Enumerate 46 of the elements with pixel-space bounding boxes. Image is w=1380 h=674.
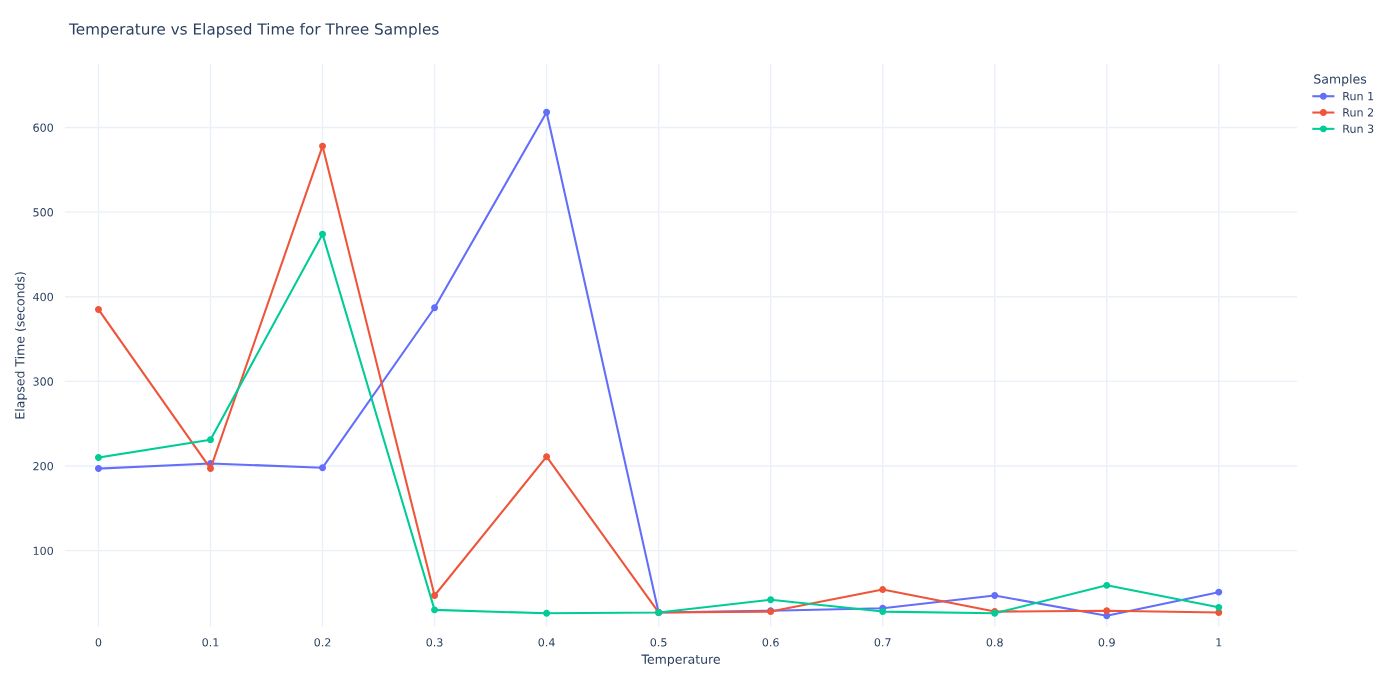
y-tick-label: 400: [33, 292, 54, 302]
x-tick-label: 0.3: [426, 638, 443, 647]
point: [1215, 588, 1223, 596]
x-tick-label: 1: [1216, 638, 1222, 647]
x-tick-label: 0: [95, 638, 102, 647]
y-tick-label: 600: [33, 123, 54, 132]
x-tick-label: 0.7: [874, 638, 891, 647]
legend-label: Run 3: [1343, 124, 1374, 133]
point: [543, 108, 551, 116]
point: [879, 586, 887, 594]
point: [991, 592, 999, 599]
point: [1215, 603, 1223, 611]
point: [431, 592, 439, 599]
x-tick-label: 0.1: [202, 638, 219, 647]
x-tick-label: 0.5: [650, 638, 667, 647]
point: [1103, 607, 1111, 615]
point: [319, 142, 327, 150]
point: [431, 304, 439, 312]
point: [1103, 581, 1111, 589]
legend-label: Run 1: [1343, 92, 1374, 101]
point: [94, 454, 102, 462]
y-tick-label: 100: [33, 546, 54, 556]
x-axis-title: Temperature: [641, 654, 720, 667]
point: [431, 606, 439, 614]
point: [319, 230, 327, 238]
x-tick-label: 0.9: [1098, 638, 1115, 647]
x-tick-label: 0.6: [762, 638, 779, 647]
point: [207, 436, 214, 444]
y-axis-title: Elapsed Time (seconds): [14, 272, 27, 419]
point: [94, 465, 102, 473]
chart-title: Temperature vs Elapsed Time for Three Samples: [68, 22, 439, 38]
legend-title: Samples: [1314, 74, 1367, 87]
x-tick-label: 0.4: [538, 638, 555, 647]
point: [767, 596, 775, 604]
x-tick-label: 0.8: [986, 638, 1003, 647]
point: [879, 608, 887, 616]
point: [207, 465, 214, 473]
legend-label: Run 2: [1343, 108, 1374, 117]
x-tick-label: 0.2: [314, 638, 331, 647]
y-tick-label: 500: [33, 208, 54, 217]
point: [543, 453, 551, 461]
point: [543, 609, 551, 617]
y-tick-label: 200: [33, 462, 54, 471]
point: [319, 464, 327, 472]
y-tick-label: 300: [33, 377, 54, 386]
point: [94, 305, 102, 313]
